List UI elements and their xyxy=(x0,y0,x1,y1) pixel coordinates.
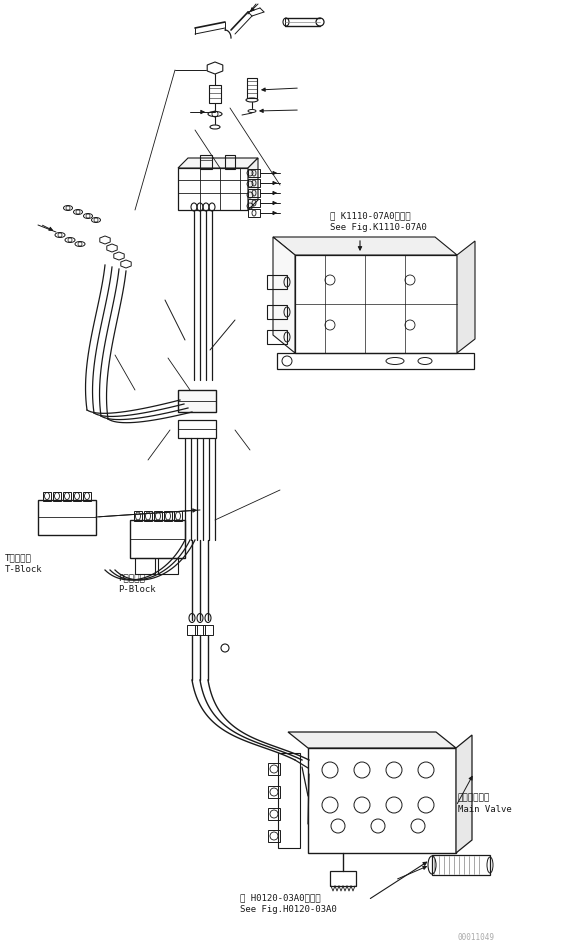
Bar xyxy=(268,786,280,798)
Text: Pブロック: Pブロック xyxy=(118,573,145,582)
Bar xyxy=(178,168,248,210)
Bar xyxy=(195,625,205,635)
Polygon shape xyxy=(273,237,457,255)
Bar xyxy=(268,808,280,820)
Bar xyxy=(295,255,457,353)
Bar xyxy=(330,871,356,886)
Polygon shape xyxy=(457,241,475,353)
Bar xyxy=(63,492,71,501)
Bar xyxy=(164,511,172,521)
Bar xyxy=(178,390,216,412)
Polygon shape xyxy=(248,158,258,210)
Polygon shape xyxy=(178,158,258,168)
Polygon shape xyxy=(456,735,472,853)
Bar xyxy=(134,511,142,521)
Bar xyxy=(187,625,197,635)
Text: T-Block: T-Block xyxy=(5,565,43,574)
Text: See Fig.H0120-03A0: See Fig.H0120-03A0 xyxy=(240,905,337,914)
Bar xyxy=(277,353,474,369)
Bar xyxy=(203,625,213,635)
Text: Main Valve: Main Valve xyxy=(458,805,512,814)
Bar xyxy=(267,330,287,344)
Bar xyxy=(144,511,152,521)
Bar xyxy=(248,199,260,207)
Bar xyxy=(248,169,260,177)
Bar xyxy=(248,189,260,197)
Bar xyxy=(268,830,280,842)
Bar xyxy=(73,492,81,501)
Text: 00011049: 00011049 xyxy=(458,933,495,942)
Bar xyxy=(200,155,212,169)
Text: Tブロック: Tブロック xyxy=(5,553,32,562)
Bar xyxy=(53,492,61,501)
Bar xyxy=(174,511,182,521)
Bar xyxy=(278,753,300,848)
Bar xyxy=(267,275,287,289)
Bar xyxy=(308,748,456,853)
Bar xyxy=(225,155,235,169)
Bar xyxy=(38,500,96,535)
Text: P-Block: P-Block xyxy=(118,585,156,594)
Bar xyxy=(43,492,51,501)
Bar xyxy=(158,558,178,574)
Bar xyxy=(268,763,280,775)
Bar xyxy=(267,305,287,319)
Text: See Fig.K1110-07A0: See Fig.K1110-07A0 xyxy=(330,223,427,232)
Bar xyxy=(83,492,91,501)
Text: メインバルブ: メインバルブ xyxy=(458,793,490,802)
Polygon shape xyxy=(288,732,456,748)
Bar xyxy=(432,855,490,875)
Text: 第 H0120-03A0図参照: 第 H0120-03A0図参照 xyxy=(240,893,320,902)
Text: 第 K1110-07A0図参照: 第 K1110-07A0図参照 xyxy=(330,211,410,220)
Bar xyxy=(178,420,216,438)
Polygon shape xyxy=(273,237,295,353)
Bar xyxy=(135,558,155,574)
Bar xyxy=(248,209,260,217)
Bar xyxy=(247,78,257,98)
Bar xyxy=(248,179,260,187)
Bar xyxy=(154,511,162,521)
Bar xyxy=(209,85,221,103)
Bar xyxy=(130,520,185,558)
